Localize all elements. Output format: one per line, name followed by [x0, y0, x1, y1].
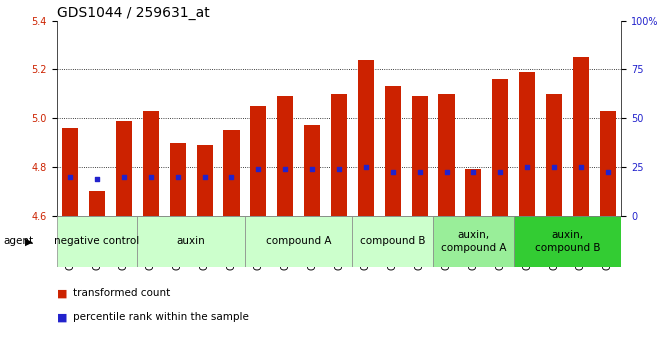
Text: ▶: ▶ — [25, 237, 33, 246]
Bar — [466, 169, 482, 216]
Point — [468, 169, 479, 175]
Bar — [196, 145, 212, 216]
Bar — [546, 94, 562, 216]
Point — [576, 164, 587, 170]
Bar — [438, 94, 455, 216]
Bar — [143, 111, 159, 216]
Bar — [89, 191, 105, 216]
Bar — [411, 96, 428, 216]
Bar — [358, 60, 374, 216]
Point — [280, 167, 291, 172]
Bar — [492, 79, 508, 216]
Bar — [600, 111, 616, 216]
Point — [172, 174, 183, 179]
Point — [548, 164, 559, 170]
Bar — [519, 72, 535, 216]
Bar — [138, 216, 245, 267]
Point — [253, 167, 264, 172]
Text: percentile rank within the sample: percentile rank within the sample — [73, 313, 249, 322]
Point — [361, 164, 371, 170]
Bar — [62, 128, 78, 216]
Point — [495, 169, 506, 175]
Point — [522, 164, 532, 170]
Point — [199, 174, 210, 179]
Bar — [116, 121, 132, 216]
Text: transformed count: transformed count — [73, 288, 171, 298]
Text: agent: agent — [3, 237, 33, 246]
Text: ■: ■ — [57, 313, 67, 322]
Point — [226, 174, 237, 179]
Text: compound B: compound B — [360, 237, 426, 246]
Bar — [170, 142, 186, 216]
Bar — [223, 130, 240, 216]
Point — [307, 167, 317, 172]
Point — [414, 169, 425, 175]
Bar — [385, 87, 401, 216]
Bar — [353, 216, 433, 267]
Text: auxin: auxin — [177, 237, 206, 246]
Point — [441, 169, 452, 175]
Point — [387, 169, 398, 175]
Point — [119, 174, 130, 179]
Point — [603, 169, 613, 175]
Bar — [514, 216, 621, 267]
Text: GDS1044 / 259631_at: GDS1044 / 259631_at — [57, 6, 210, 20]
Point — [65, 174, 75, 179]
Text: negative control: negative control — [55, 237, 140, 246]
Text: auxin,
compound B: auxin, compound B — [534, 230, 601, 253]
Bar — [250, 106, 267, 216]
Bar — [304, 126, 320, 216]
Point — [334, 167, 345, 172]
Bar — [433, 216, 514, 267]
Bar — [573, 57, 589, 216]
Bar — [331, 94, 347, 216]
Bar — [245, 216, 353, 267]
Point — [92, 176, 102, 182]
Bar — [57, 216, 138, 267]
Bar — [277, 96, 293, 216]
Text: compound A: compound A — [266, 237, 331, 246]
Text: auxin,
compound A: auxin, compound A — [441, 230, 506, 253]
Point — [146, 174, 156, 179]
Text: ■: ■ — [57, 288, 67, 298]
